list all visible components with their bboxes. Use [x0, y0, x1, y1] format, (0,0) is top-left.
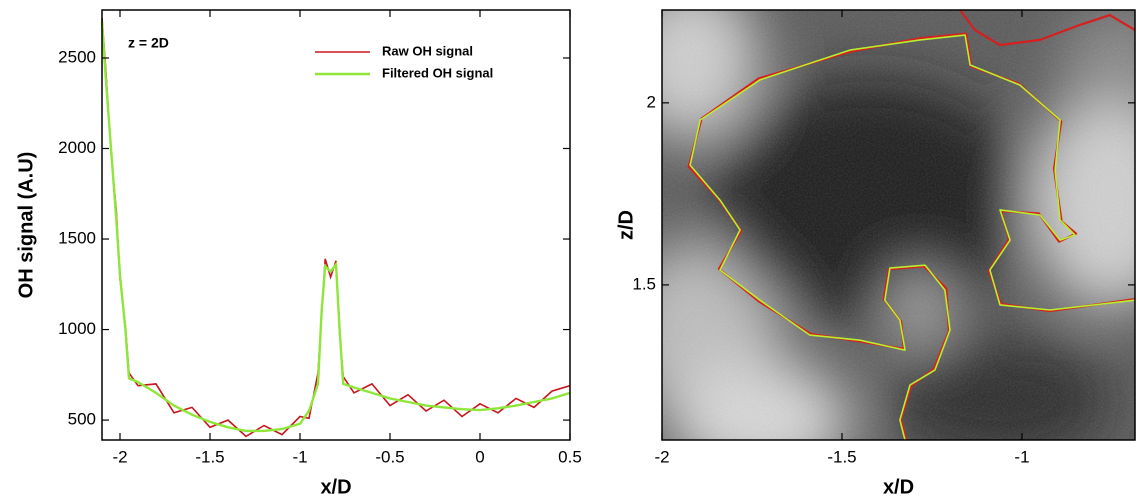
y-tick-label: 1.5 [632, 274, 656, 293]
x-tick-label: -2 [654, 447, 669, 466]
line-series [101, 18, 571, 438]
x-tick-label: -1 [1014, 447, 1029, 466]
x-axis-label: x/D [320, 476, 351, 498]
y-tick-label: 2500 [58, 47, 96, 66]
x-tick-label: 0 [475, 447, 484, 466]
contour-line [689, 34, 1135, 440]
annotation: z = 2D [128, 35, 169, 51]
y-axis-label: z/D [615, 210, 637, 240]
x-axis-label: x/D [883, 476, 914, 498]
y-tick-label: 1000 [58, 319, 96, 338]
x-tick-label: -0.5 [375, 447, 404, 466]
line-series [100, 21, 571, 433]
y-axis-label: OH signal (A.U) [15, 152, 37, 299]
contours [687, 10, 1135, 440]
y-tick-label: 1500 [58, 229, 96, 248]
y-tick-label: 500 [68, 410, 96, 429]
background-image [662, 10, 1135, 440]
y-tick-label: 2000 [58, 138, 96, 157]
x-tick-label: -1.5 [827, 447, 856, 466]
x-tick-label: -1.5 [195, 447, 224, 466]
legend-label: Raw OH signal [382, 43, 473, 58]
legend-label: Filtered OH signal [382, 65, 493, 80]
plot-frame [661, 9, 1136, 441]
x-tick-label: -1 [292, 447, 307, 466]
x-tick-label: -2 [112, 447, 127, 466]
plot-area [100, 18, 571, 438]
x-tick-label: 0.5 [558, 447, 582, 466]
plot-frame [101, 9, 571, 441]
y-tick-label: 2 [647, 92, 656, 111]
